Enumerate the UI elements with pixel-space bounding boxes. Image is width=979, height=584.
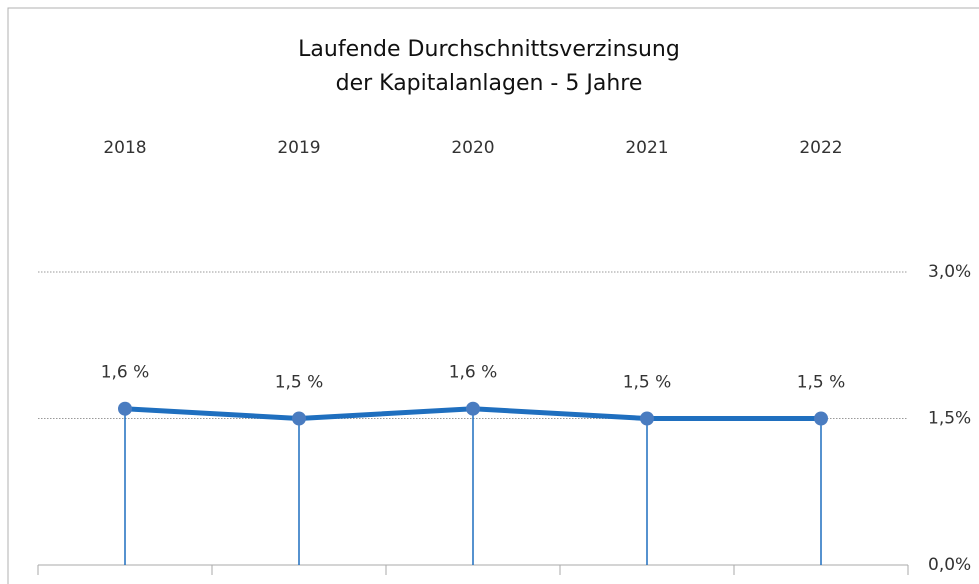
- x-tick-label: 2022: [799, 138, 842, 158]
- chart-title: Laufende Durchschnittsverzinsung: [298, 37, 680, 62]
- data-label: 1,6 %: [449, 363, 498, 383]
- x-tick-label: 2018: [103, 138, 146, 158]
- data-label: 1,6 %: [101, 363, 150, 383]
- point: [292, 411, 306, 426]
- chart-title: der Kapitalanlagen - 5 Jahre: [336, 71, 643, 96]
- point: [814, 411, 828, 426]
- frame: [7, 7, 979, 584]
- y-tick-label: 3,0%: [928, 262, 971, 282]
- x-tick-label: 2019: [277, 138, 320, 158]
- x-tick-label: 2020: [451, 138, 494, 158]
- point: [640, 411, 654, 426]
- y-tick-label: 0,0%: [928, 555, 971, 575]
- point: [466, 401, 480, 416]
- x-tick-label: 2021: [625, 138, 668, 158]
- data-label: 1,5 %: [623, 373, 672, 393]
- y-tick-label: 1,5%: [928, 409, 971, 429]
- data-label: 1,5 %: [797, 373, 846, 393]
- data-label: 1,5 %: [275, 373, 324, 393]
- point: [118, 401, 132, 416]
